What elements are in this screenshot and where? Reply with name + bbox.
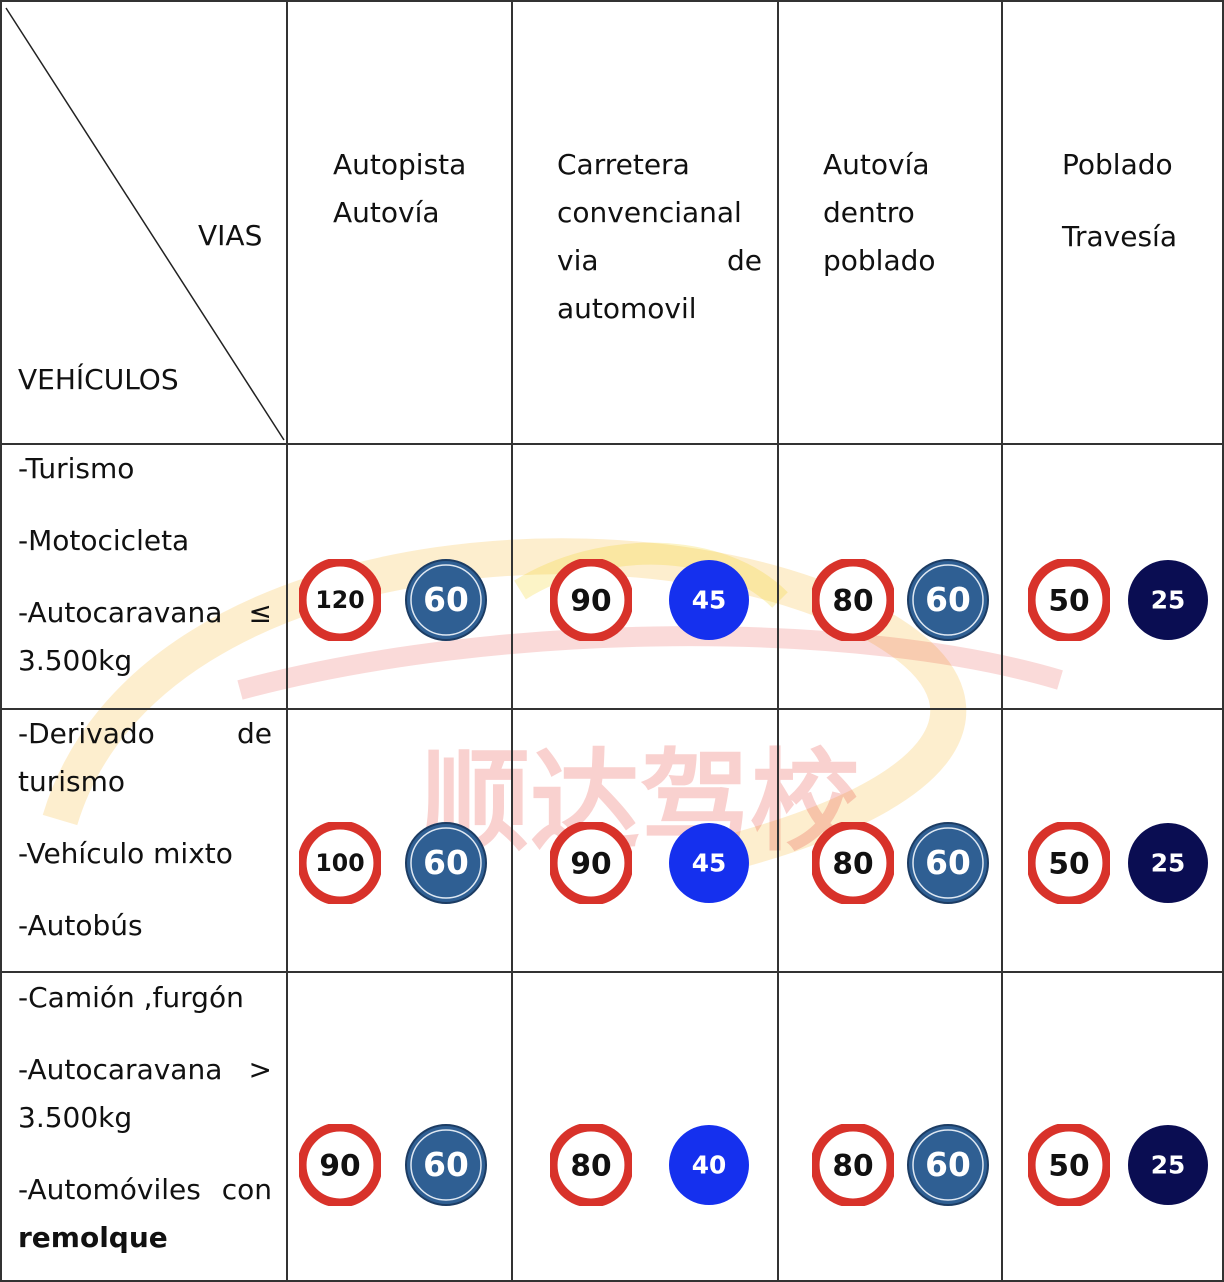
corner-label-vias: VIAS bbox=[198, 219, 263, 252]
row-1-vehicles: -Turismo -Motocicleta -Autocaravana ≤ 3.5… bbox=[18, 452, 272, 677]
min-speed-sign-r3-c3: 60 bbox=[907, 1124, 989, 1206]
max-speed-sign-r3-c2-value: 80 bbox=[570, 1148, 611, 1183]
max-speed-sign-r1-c4: 50 bbox=[1028, 559, 1110, 641]
max-speed-sign-r2-c1-value: 100 bbox=[315, 849, 364, 877]
max-speed-sign-r3-c1: 90 bbox=[299, 1124, 381, 1206]
max-speed-sign-r1-c3: 80 bbox=[812, 559, 894, 641]
min-speed-sign-r3-c4: 25 bbox=[1128, 1125, 1208, 1205]
min-speed-sign-r1-c3: 60 bbox=[907, 559, 989, 641]
min-speed-sign-r1-c4-value: 25 bbox=[1151, 586, 1186, 615]
column-header-autopista: Autopista Autovía bbox=[333, 148, 467, 229]
min-speed-sign-r2-c3: 60 bbox=[907, 822, 989, 904]
min-speed-sign-r3-c2: 40 bbox=[669, 1125, 749, 1205]
max-speed-sign-r2-c1: 100 bbox=[299, 822, 381, 904]
max-speed-sign-r2-c3: 80 bbox=[812, 822, 894, 904]
max-speed-sign-r1-c3-value: 80 bbox=[832, 583, 873, 618]
min-speed-sign-r3-c1-value: 60 bbox=[423, 1146, 469, 1184]
row-2-vehicles: -Derivado de turismo -Vehículo mixto -Aut… bbox=[18, 717, 272, 942]
min-speed-sign-r1-c1-value: 60 bbox=[423, 581, 469, 619]
min-speed-sign-r2-c4: 25 bbox=[1128, 823, 1208, 903]
min-speed-sign-r2-c1-value: 60 bbox=[423, 844, 469, 882]
corner-diagonal bbox=[5, 7, 285, 441]
min-speed-sign-r3-c4-value: 25 bbox=[1151, 1151, 1186, 1180]
column-header-carretera: Carretera convencianal via de automovil bbox=[557, 148, 762, 325]
column-header-poblado: Poblado Travesía bbox=[1062, 148, 1177, 253]
corner-label-vehiculos: VEHÍCULOS bbox=[18, 363, 179, 396]
min-speed-sign-r1-c4: 25 bbox=[1128, 560, 1208, 640]
min-speed-sign-r1-c1: 60 bbox=[405, 559, 487, 641]
max-speed-sign-r2-c2-value: 90 bbox=[570, 846, 611, 881]
min-speed-sign-r3-c2-value: 40 bbox=[692, 1151, 727, 1180]
min-speed-sign-r2-c4-value: 25 bbox=[1151, 849, 1186, 878]
min-speed-sign-r3-c3-value: 60 bbox=[925, 1146, 971, 1184]
max-speed-sign-r1-c1-value: 120 bbox=[315, 586, 364, 614]
min-speed-sign-r2-c2: 45 bbox=[669, 823, 749, 903]
min-speed-sign-r2-c3-value: 60 bbox=[925, 844, 971, 882]
column-header-autovia-poblado: Autovía dentro poblado bbox=[823, 148, 936, 277]
max-speed-sign-r3-c2: 80 bbox=[550, 1124, 632, 1206]
max-speed-sign-r2-c4: 50 bbox=[1028, 822, 1110, 904]
min-speed-sign-r1-c2: 45 bbox=[669, 560, 749, 640]
max-speed-sign-r3-c4: 50 bbox=[1028, 1124, 1110, 1206]
max-speed-sign-r3-c1-value: 90 bbox=[319, 1148, 360, 1183]
min-speed-sign-r2-c1: 60 bbox=[405, 822, 487, 904]
max-speed-sign-r1-c2: 90 bbox=[550, 559, 632, 641]
max-speed-sign-r1-c1: 120 bbox=[299, 559, 381, 641]
max-speed-sign-r3-c3-value: 80 bbox=[832, 1148, 873, 1183]
max-speed-sign-r2-c3-value: 80 bbox=[832, 846, 873, 881]
min-speed-sign-r3-c1: 60 bbox=[405, 1124, 487, 1206]
min-speed-sign-r1-c2-value: 45 bbox=[692, 586, 727, 615]
max-speed-sign-r2-c4-value: 50 bbox=[1048, 846, 1089, 881]
max-speed-sign-r3-c3: 80 bbox=[812, 1124, 894, 1206]
max-speed-sign-r1-c2-value: 90 bbox=[570, 583, 611, 618]
row-3-vehicles: -Camión ,furgón -Autocaravana > 3.500kg -… bbox=[18, 981, 272, 1254]
max-speed-sign-r2-c2: 90 bbox=[550, 822, 632, 904]
min-speed-sign-r1-c3-value: 60 bbox=[925, 581, 971, 619]
min-speed-sign-r2-c2-value: 45 bbox=[692, 849, 727, 878]
max-speed-sign-r1-c4-value: 50 bbox=[1048, 583, 1089, 618]
max-speed-sign-r3-c4-value: 50 bbox=[1048, 1148, 1089, 1183]
